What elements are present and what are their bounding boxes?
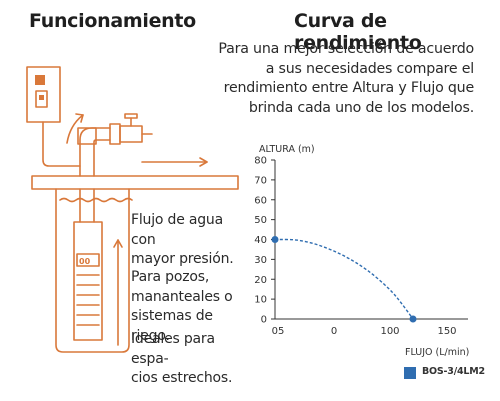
y-tick-label: 80 bbox=[254, 156, 267, 167]
x-tick-label: 0 bbox=[331, 326, 337, 337]
pump-illustration: 00 bbox=[26, 66, 239, 353]
series-point bbox=[409, 315, 417, 323]
flow-description: Flujo de agua con mayor presión. bbox=[131, 212, 234, 267]
ground-slab bbox=[31, 175, 239, 190]
y-tick-label: 50 bbox=[254, 215, 267, 226]
y-tick-label: 20 bbox=[254, 275, 267, 286]
pump-display: 00 bbox=[79, 257, 91, 266]
flow-arrow-icon bbox=[66, 114, 84, 144]
x-tick-label: 150 bbox=[437, 326, 456, 337]
size-description: Ideales para espa- cios estrechos. bbox=[131, 331, 233, 386]
legend-swatch bbox=[404, 367, 416, 379]
legend-label: BOS-3/4LM2 bbox=[422, 366, 485, 377]
y-tick-label: 10 bbox=[254, 295, 267, 306]
x-axis-title: FLUJO (L/min) bbox=[405, 347, 469, 358]
y-tick-label: 30 bbox=[254, 255, 267, 266]
submersible-pump bbox=[73, 221, 103, 341]
performance-curve-title: Curva de rendimiento bbox=[294, 10, 422, 54]
series-line bbox=[274, 238, 414, 320]
intro-paragraph: Para una mejor selección de acuerdo a su… bbox=[218, 41, 474, 116]
x-tick-label: 100 bbox=[380, 326, 399, 337]
functioning-title: Funcionamiento bbox=[29, 10, 196, 32]
y-tick-label: 60 bbox=[254, 195, 267, 206]
switch-icon bbox=[35, 90, 48, 108]
y-axis-title: ALTURA (m) bbox=[259, 144, 315, 155]
x-tick-label: 05 bbox=[272, 326, 285, 337]
y-tick-label: 40 bbox=[254, 235, 267, 246]
y-tick-label: 0 bbox=[261, 315, 267, 326]
well-casing bbox=[55, 188, 130, 353]
series-point bbox=[271, 236, 279, 243]
uses-description: Para pozos, mananteales o sistemas de ri… bbox=[131, 269, 233, 344]
y-tick-label: 70 bbox=[254, 175, 267, 186]
